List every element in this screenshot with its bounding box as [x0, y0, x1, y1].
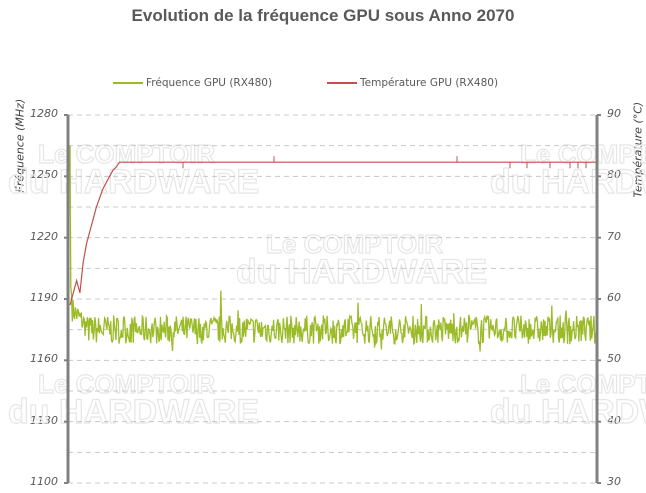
y-left-tick-label: 1130: [30, 413, 58, 427]
y-right-tick-label: 70: [607, 229, 621, 243]
y-left-tick-label: 1280: [30, 107, 58, 120]
y-left-tick-label: 1190: [30, 291, 58, 304]
y-left-tick-label: 1100: [30, 475, 58, 488]
legend-swatch-temperature: [327, 82, 357, 84]
legend-label-frequency: Fréquence GPU (RX480): [146, 77, 273, 89]
y-right-tick-label: 90: [607, 107, 621, 120]
axes: [64, 114, 601, 484]
legend-swatch-frequency: [113, 82, 143, 84]
y-right-tick-label: 50: [607, 352, 621, 366]
svg-text:Le COMPTOIR: Le COMPTOIR: [520, 139, 646, 169]
svg-text:du HARDWARE: du HARDWARE: [8, 393, 259, 431]
series-temperature-line: [69, 156, 597, 306]
y-left-tick-label: 1220: [30, 229, 58, 243]
svg-text:du HARDWARE: du HARDWARE: [490, 163, 646, 201]
chart-title: Evolution de la fréquence GPU sous Anno …: [131, 6, 515, 25]
y-right-tick-label: 80: [607, 168, 621, 182]
y-right-tick-label: 40: [607, 413, 621, 427]
svg-text:Le COMPTOIR: Le COMPTOIR: [520, 369, 646, 399]
svg-text:du HARDWARE: du HARDWARE: [236, 253, 487, 291]
series-frequency-line: [69, 145, 598, 352]
legend-item-temperature: Température GPU (RX480): [327, 77, 498, 89]
y-right-tick-label: 30: [607, 475, 621, 488]
svg-text:du HARDWARE: du HARDWARE: [8, 163, 259, 201]
y-left-tick-label: 1250: [30, 168, 58, 182]
legend-item-frequency: Fréquence GPU (RX480): [113, 77, 272, 89]
svg-text:Le COMPTOIR: Le COMPTOIR: [266, 229, 443, 259]
legend-label-temperature: Température GPU (RX480): [360, 77, 499, 89]
svg-text:du HARDWARE: du HARDWARE: [490, 393, 646, 431]
y-right-tick-label: 60: [607, 291, 621, 304]
y-left-tick-label: 1160: [30, 352, 58, 366]
